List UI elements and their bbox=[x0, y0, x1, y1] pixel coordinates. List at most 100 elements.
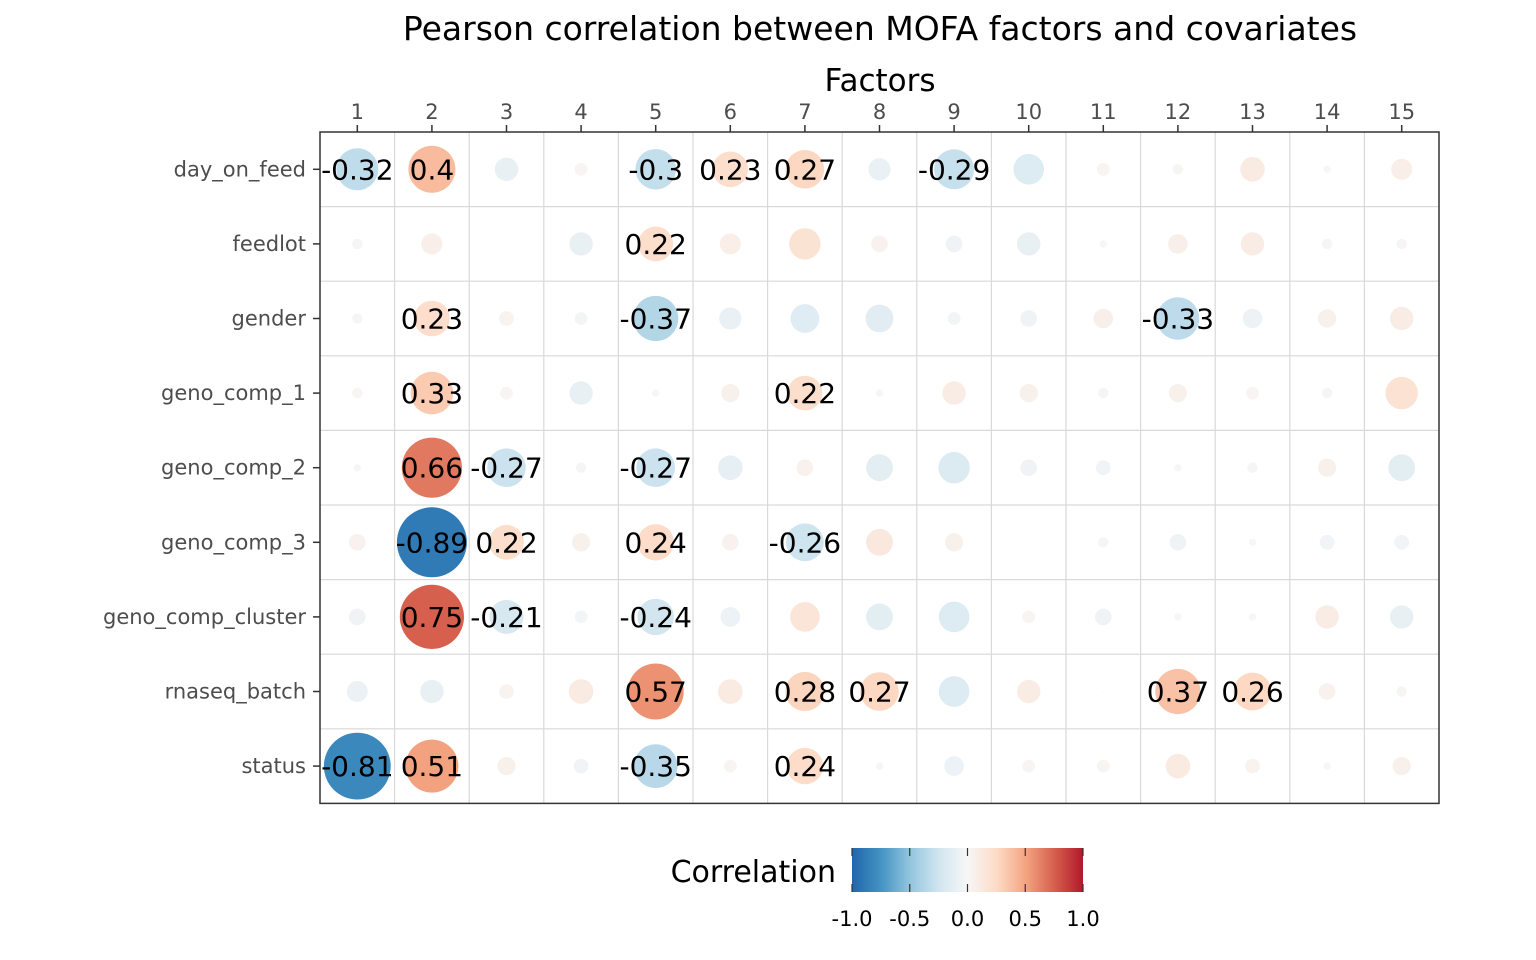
legend-tick-label: 0.5 bbox=[1009, 907, 1042, 931]
x-tick-label-3: 3 bbox=[500, 100, 513, 124]
value-label-geno_comp_3-factor-5: 0.24 bbox=[625, 526, 687, 559]
x-tick-label-12: 12 bbox=[1165, 100, 1192, 124]
bubble-day_on_feed-factor-12 bbox=[1172, 164, 1184, 175]
value-label-gender-factor-2: 0.23 bbox=[401, 303, 463, 336]
bubble-status-factor-9 bbox=[944, 756, 964, 776]
x-tick-label-6: 6 bbox=[724, 100, 737, 124]
x-tick-label-2: 2 bbox=[425, 100, 438, 124]
bubble-geno_comp_3-factor-10 bbox=[1028, 541, 1030, 543]
x-tick-label-7: 7 bbox=[798, 100, 811, 124]
bubble-geno_comp_2-factor-11 bbox=[1095, 460, 1111, 476]
legend-tick-label: 0.0 bbox=[951, 907, 984, 931]
bubble-status-factor-11 bbox=[1096, 759, 1110, 773]
color-legend: Correlation -1.0 -0.5 0.0 0.5 1.0 bbox=[671, 848, 1100, 931]
bubble-geno_comp_cluster-factor-3 bbox=[489, 599, 524, 634]
bubble-gender-factor-11 bbox=[1093, 308, 1114, 329]
bubble-status-factor-13 bbox=[1245, 758, 1260, 774]
bubble-feedlot-factor-14 bbox=[1321, 238, 1333, 250]
bubble-gender-factor-13 bbox=[1242, 308, 1263, 329]
bubble-geno_comp_cluster-factor-1 bbox=[349, 608, 366, 626]
bubble-day_on_feed-factor-2 bbox=[408, 145, 456, 193]
bubble-day_on_feed-factor-4 bbox=[574, 162, 588, 176]
bubble-geno_comp_2-factor-5 bbox=[636, 448, 675, 488]
value-label-rnaseq_batch-factor-13: 0.26 bbox=[1221, 676, 1283, 709]
bubble-gender-factor-10 bbox=[1020, 310, 1037, 327]
bubble-geno_comp_3-factor-14 bbox=[1319, 534, 1335, 550]
bubble-day_on_feed-factor-13 bbox=[1240, 157, 1265, 182]
bubble-feedlot-factor-9 bbox=[945, 235, 963, 253]
bubble-geno_comp_2-factor-14 bbox=[1318, 458, 1337, 477]
legend-tick-label: -1.0 bbox=[832, 907, 873, 931]
x-axis-label: Factors bbox=[824, 63, 935, 99]
bubble-feedlot-factor-11 bbox=[1099, 240, 1108, 248]
bubble-feedlot-factor-7 bbox=[789, 228, 821, 260]
bubble-geno_comp_1-factor-8 bbox=[875, 389, 884, 397]
bubble-rnaseq_batch-factor-4 bbox=[568, 679, 594, 704]
bubble-geno_comp_1-factor-3 bbox=[500, 386, 513, 400]
bubble-status-factor-4 bbox=[573, 758, 589, 774]
bubble-gender-factor-7 bbox=[790, 304, 820, 333]
bubble-rnaseq_batch-factor-12 bbox=[1155, 668, 1201, 715]
bubble-geno_comp_2-factor-10 bbox=[1020, 459, 1037, 477]
value-label-geno_comp_cluster-factor-2: 0.75 bbox=[401, 601, 463, 634]
bubble-geno_comp_1-factor-13 bbox=[1246, 386, 1259, 400]
bubble-geno_comp_3-factor-8 bbox=[866, 528, 893, 556]
bubble-geno_comp_3-factor-11 bbox=[1098, 537, 1109, 548]
bubble-geno_comp_cluster-factor-13 bbox=[1248, 613, 1257, 621]
bubble-geno_comp_3-factor-13 bbox=[1248, 538, 1257, 546]
bubble-status-factor-6 bbox=[723, 759, 737, 773]
bubble-geno_comp_cluster-factor-6 bbox=[720, 607, 741, 627]
bubble-geno_comp_1-factor-1 bbox=[352, 387, 363, 399]
x-tick-label-11: 11 bbox=[1090, 100, 1117, 124]
bubble-rnaseq_batch-factor-5 bbox=[627, 663, 684, 720]
bubble-feedlot-factor-10 bbox=[1016, 232, 1041, 256]
bubble-status-factor-8 bbox=[875, 762, 884, 770]
bubble-rnaseq_batch-factor-8 bbox=[860, 672, 899, 711]
value-label-status-factor-5: -0.35 bbox=[619, 750, 691, 783]
bubble-geno_comp_1-factor-10 bbox=[1019, 384, 1038, 403]
bubble-geno_comp_2-factor-3 bbox=[487, 448, 526, 488]
value-label-geno_comp_1-factor-2: 0.33 bbox=[401, 377, 463, 410]
y-tick-label-status: status bbox=[241, 754, 306, 778]
bubble-gender-factor-8 bbox=[865, 304, 894, 333]
bubble-feedlot-factor-1 bbox=[352, 238, 363, 250]
x-tick-label-5: 5 bbox=[649, 100, 662, 124]
bubble-geno_comp_1-factor-12 bbox=[1168, 384, 1187, 403]
legend-ticks: -1.0 -0.5 0.0 0.5 1.0 bbox=[832, 848, 1100, 931]
bubble-geno_comp_1-factor-7 bbox=[787, 375, 823, 411]
bubble-day_on_feed-factor-15 bbox=[1391, 158, 1413, 180]
bubble-geno_comp_2-factor-4 bbox=[575, 462, 587, 473]
bubble-gender-factor-9 bbox=[947, 312, 961, 325]
bubble-geno_comp_3-factor-4 bbox=[572, 533, 591, 552]
bubble-feedlot-factor-8 bbox=[871, 235, 888, 253]
bubble-day_on_feed-factor-6 bbox=[712, 151, 749, 188]
bubble-feedlot-factor-2 bbox=[421, 233, 443, 255]
bubble-status-factor-14 bbox=[1323, 762, 1331, 770]
bubble-geno_comp_2-factor-15 bbox=[1388, 454, 1416, 482]
value-label-day_on_feed-factor-1: -0.32 bbox=[321, 153, 393, 186]
bubble-rnaseq_batch-factor-9 bbox=[938, 676, 970, 707]
bubble-geno_comp_1-factor-14 bbox=[1321, 387, 1333, 399]
bubble-geno_comp_cluster-factor-11 bbox=[1095, 608, 1112, 626]
bubble-day_on_feed-factor-14 bbox=[1323, 165, 1331, 173]
bubble-geno_comp_cluster-factor-12 bbox=[1174, 613, 1182, 621]
bubble-status-factor-3 bbox=[497, 757, 516, 776]
bubble-gender-factor-12 bbox=[1156, 297, 1200, 340]
bubble-gender-factor-15 bbox=[1390, 306, 1414, 331]
value-label-geno_comp_2-factor-3: -0.27 bbox=[470, 452, 542, 485]
bubble-geno_comp_cluster-factor-10 bbox=[1022, 610, 1036, 624]
value-label-day_on_feed-factor-6: 0.23 bbox=[699, 153, 761, 186]
bubble-status-factor-7 bbox=[786, 747, 824, 785]
bubble-geno_comp_cluster-factor-4 bbox=[574, 610, 588, 624]
plot-panel: -0.32 0.4 -0.3 0.23 0.27 -0.29 0.22 0.23 -0.37 -0… bbox=[319, 131, 1440, 805]
x-tick-label-9: 9 bbox=[947, 100, 960, 124]
bubble-geno_comp_2-factor-7 bbox=[796, 459, 814, 477]
bubble-geno_comp_3-factor-1 bbox=[349, 534, 366, 551]
bubble-geno_comp_cluster-factor-7 bbox=[790, 602, 820, 632]
bubble-geno_comp_2-factor-1 bbox=[353, 464, 361, 472]
bubble-geno_comp_2-factor-9 bbox=[938, 452, 970, 484]
bubble-gender-factor-2 bbox=[414, 300, 450, 337]
x-tick-label-14: 14 bbox=[1314, 100, 1341, 124]
value-label-geno_comp_3-factor-7: -0.26 bbox=[769, 526, 841, 559]
